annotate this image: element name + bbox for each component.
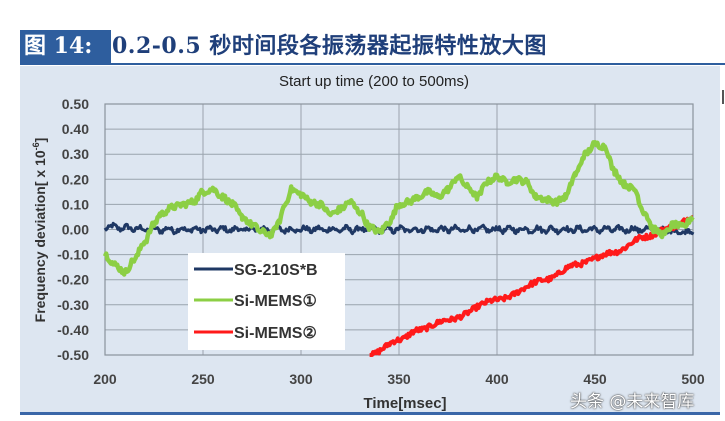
y-tick-label: 0.30 [62, 146, 89, 162]
y-tick-label: -0.40 [57, 322, 89, 338]
watermark: 头条 @未来智库 [570, 392, 695, 412]
figure-title: 0.2-0.5 秒时间段各振荡器起振特性放大图 [112, 33, 547, 59]
x-tick-label: 500 [681, 371, 705, 387]
chart-legend: SG-210S*B Si-MEMS① Si-MEMS② [188, 253, 345, 350]
legend-label: Si-MEMS② [234, 325, 317, 342]
y-tick-label: 0.10 [62, 196, 89, 212]
x-tick-label: 400 [485, 371, 509, 387]
x-axis-tick-labels: 200 250 300 350 400 450 500 [93, 371, 705, 387]
x-tick-label: 450 [583, 371, 607, 387]
x-axis-label: Time[msec] [363, 395, 446, 412]
legend-label: SG-210S*B [234, 262, 318, 279]
series-line-0 [103, 221, 695, 236]
y-tick-label: -0.20 [57, 272, 89, 288]
legend-item-si-mems-1: Si-MEMS① [194, 293, 317, 310]
x-tick-label: 250 [191, 371, 215, 387]
y-tick-label: 0.50 [62, 96, 89, 112]
y-tick-label: 0.40 [62, 121, 89, 137]
figure-header: 图 14: 0.2-0.5 秒时间段各振荡器起振特性放大图 [20, 30, 725, 65]
header-divider [20, 63, 725, 65]
panel-bottom-divider [20, 412, 720, 415]
figure-label: 图 14: [20, 30, 111, 63]
x-tick-label: 300 [289, 371, 313, 387]
y-tick-label: 0.00 [62, 222, 89, 238]
y-tick-label: -0.50 [57, 347, 89, 363]
y-axis-label-close: ] [32, 138, 48, 143]
x-tick-label: 350 [387, 371, 411, 387]
y-tick-label: -0.10 [57, 247, 89, 263]
y-tick-label: 0.20 [62, 171, 89, 187]
series-line-2 [368, 214, 695, 357]
y-axis-label-text: Frequency deviation[ x 10 [32, 150, 48, 322]
y-tick-label: -0.30 [57, 297, 89, 313]
series-line-1 [102, 139, 695, 277]
y-axis-label-exponent: -6 [31, 142, 41, 150]
legend-item-si-mems-2: Si-MEMS② [194, 325, 317, 342]
y-axis-label: Frequency deviation[ x 10-6] [31, 138, 48, 323]
y-axis-tick-labels: 0.50 0.40 0.30 0.20 0.10 0.00 -0.10 -0.20 -0.30 -… [57, 96, 89, 363]
legend-label: Si-MEMS① [234, 293, 317, 310]
legend-item-sg210: SG-210S*B [194, 262, 318, 279]
chart-title: Start up time (200 to 500ms) [279, 73, 469, 90]
edge-mark [722, 90, 724, 104]
data-series [102, 139, 695, 357]
x-tick-label: 200 [93, 371, 117, 387]
